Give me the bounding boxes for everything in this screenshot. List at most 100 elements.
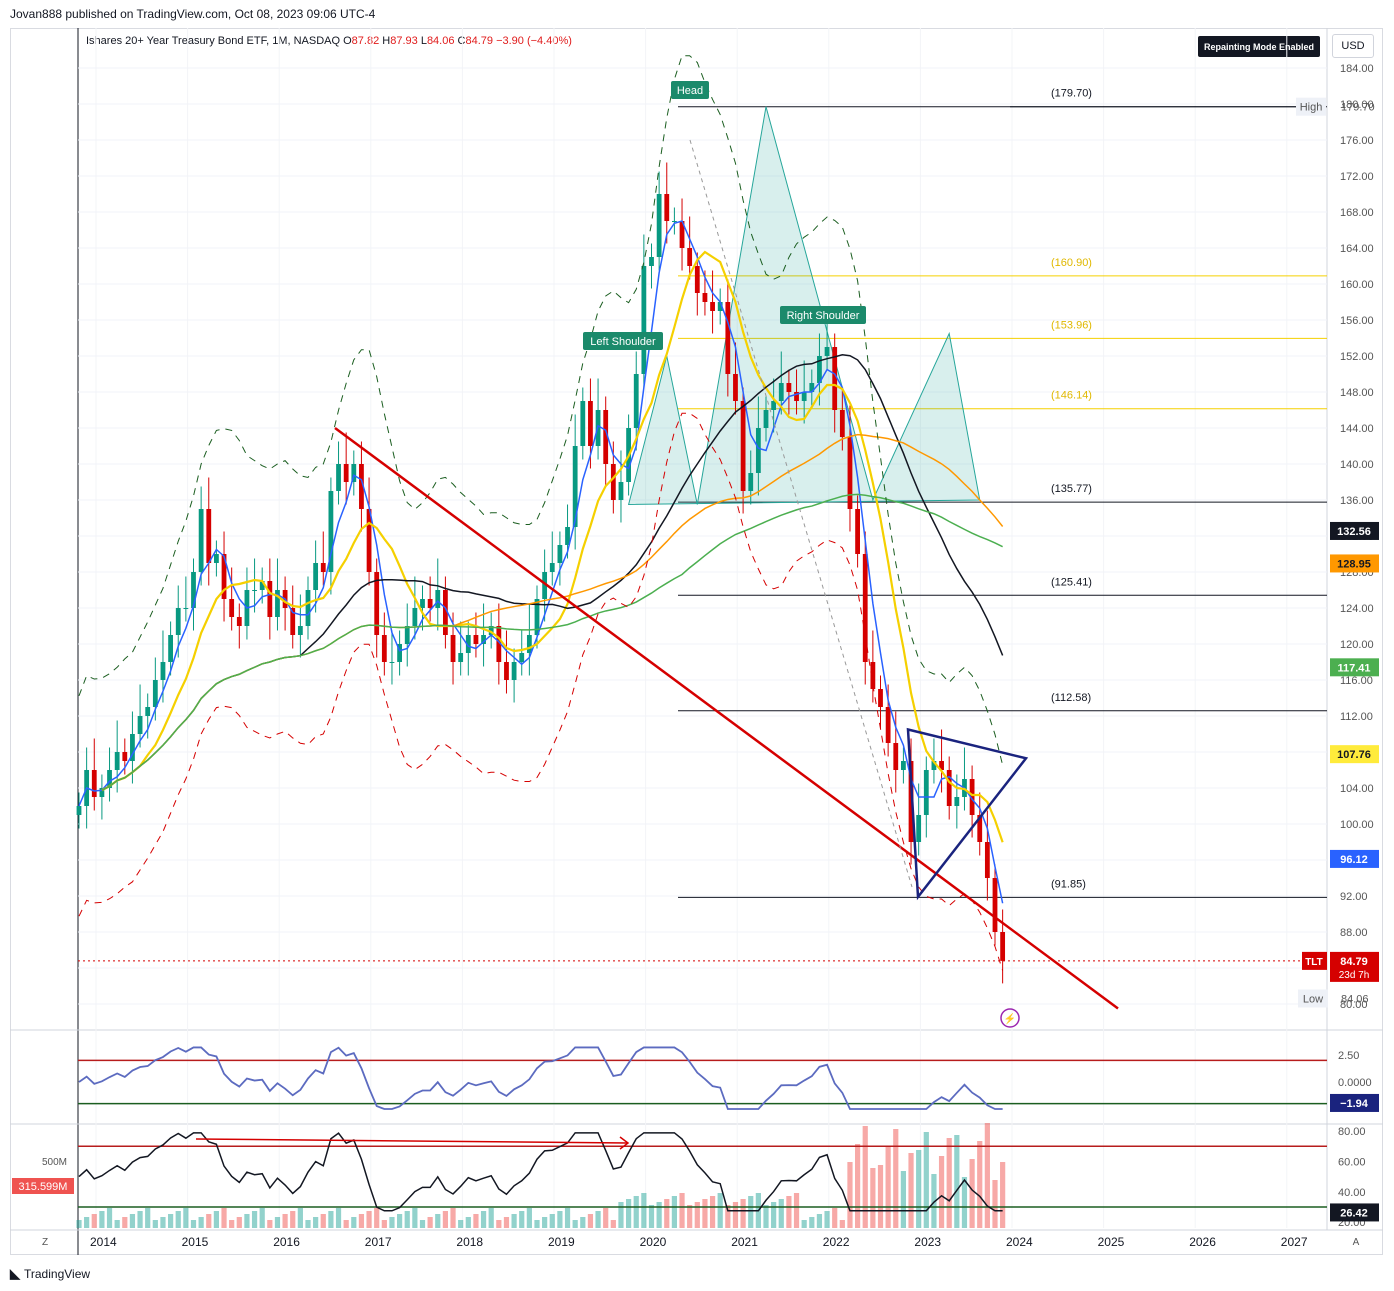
osc-badge: −1.94 xyxy=(1340,1098,1369,1110)
candle-body xyxy=(801,392,807,401)
candle-body xyxy=(931,761,937,770)
candle-body xyxy=(893,743,899,770)
volume-bar xyxy=(229,1220,235,1228)
candle-body xyxy=(160,662,166,680)
low-value-label: 84.06 xyxy=(1341,993,1369,1005)
volume-bar xyxy=(519,1211,525,1228)
candle-body xyxy=(214,554,219,563)
volume-bar xyxy=(717,1193,723,1228)
volume-bar xyxy=(664,1199,670,1228)
volume-bar xyxy=(709,1196,716,1228)
rsi-tick-label: 80.00 xyxy=(1338,1126,1366,1138)
ma-price-badge-bg xyxy=(1330,554,1379,573)
candle-body xyxy=(618,482,624,500)
volume-bar xyxy=(511,1214,517,1228)
price-tick-label: 152.00 xyxy=(1340,351,1374,363)
price-tick-label: 176.00 xyxy=(1340,135,1374,147)
pattern-tag-label: Head xyxy=(677,85,703,97)
volume-bar xyxy=(267,1220,273,1228)
ma-price-badge-bg xyxy=(1330,745,1379,764)
time-tick-label: 2020 xyxy=(640,1235,667,1249)
volume-bar xyxy=(1000,1162,1006,1228)
candle-body xyxy=(679,221,685,248)
change-value: −3.90 (−4.40%) xyxy=(496,35,572,47)
volume-bar xyxy=(106,1208,113,1228)
candle-body xyxy=(649,257,654,266)
volume-bar xyxy=(84,1217,90,1228)
pattern-tag-label: Right Shoulder xyxy=(787,310,860,322)
candle-body xyxy=(183,608,189,609)
candle-body xyxy=(786,383,792,392)
zoom-button[interactable]: Z xyxy=(41,1236,49,1248)
low-tag-bg xyxy=(1298,989,1328,1008)
volume-bar xyxy=(816,1214,823,1228)
price-tick-label: 136.00 xyxy=(1340,495,1374,507)
volume-bar xyxy=(832,1208,838,1228)
volume-bar xyxy=(931,1174,937,1228)
candle-body xyxy=(817,356,822,383)
volume-bar xyxy=(351,1217,357,1228)
auto-scale-button[interactable]: A xyxy=(1352,1236,1360,1248)
candle-body xyxy=(977,815,983,842)
volume-bar xyxy=(938,1156,945,1228)
ma-price-badge: 96.12 xyxy=(1340,854,1368,866)
price-tick-label: 168.00 xyxy=(1340,207,1374,219)
candle-body xyxy=(427,599,433,608)
volume-bar xyxy=(404,1211,410,1228)
volume-bar xyxy=(183,1208,189,1228)
volume-badge-bg xyxy=(12,1178,74,1194)
currency-button[interactable]: USD xyxy=(1332,34,1374,58)
candle-body xyxy=(946,770,952,806)
volume-bar xyxy=(671,1196,677,1228)
volume-bar xyxy=(534,1220,540,1228)
high-label: H xyxy=(382,35,391,47)
close-label: C xyxy=(457,35,466,47)
volume-bar xyxy=(328,1211,334,1228)
volume-scale-label: 500M xyxy=(42,1157,67,1168)
candle-body xyxy=(191,572,196,608)
volume-badge: 315.599M xyxy=(19,1181,68,1193)
volume-bar xyxy=(358,1214,365,1228)
volume-bar xyxy=(236,1217,242,1228)
candle-body xyxy=(114,752,120,770)
ma-price-badge-bg xyxy=(1330,849,1379,868)
candle-body xyxy=(542,572,548,599)
candle-body xyxy=(481,635,486,644)
volume-bar xyxy=(305,1220,311,1228)
volume-bar xyxy=(778,1199,784,1228)
volume-bar xyxy=(450,1208,456,1228)
volume-bar xyxy=(282,1214,288,1228)
ma-price-badge: 117.41 xyxy=(1337,662,1370,674)
volume-bar xyxy=(923,1132,929,1228)
price-tick-label: 92.00 xyxy=(1340,891,1368,903)
volume-bar xyxy=(961,1177,968,1228)
volume-bar xyxy=(366,1211,372,1228)
candle-body xyxy=(305,590,311,626)
candle-body xyxy=(572,446,578,527)
candle-body xyxy=(504,662,509,680)
dashed-trend-line xyxy=(689,139,913,888)
volume-bar xyxy=(870,1168,876,1228)
volume-bar xyxy=(946,1138,952,1228)
volume-bar xyxy=(862,1126,868,1228)
candle-body xyxy=(198,509,204,572)
candle-body xyxy=(908,761,914,842)
rsi-divergence-line xyxy=(195,1138,629,1144)
candle-body xyxy=(351,464,357,482)
volume-bar xyxy=(213,1211,219,1228)
time-tick-label: 2022 xyxy=(823,1235,850,1249)
candle-body xyxy=(687,248,693,266)
candle-body xyxy=(137,716,143,734)
repainting-badge: Repainting Mode Enabled xyxy=(1198,36,1320,57)
ma-price-badge: 107.76 xyxy=(1337,749,1371,761)
volume-bar xyxy=(595,1211,601,1228)
candle-body xyxy=(252,590,257,591)
volume-bar xyxy=(76,1220,82,1228)
close-value: 84.79 xyxy=(465,35,494,47)
candle-body xyxy=(733,374,738,401)
volume-bar xyxy=(893,1129,899,1228)
volume-bar xyxy=(732,1202,739,1228)
upper-envelope-line xyxy=(78,55,1004,766)
chart-frame xyxy=(10,28,1383,1255)
